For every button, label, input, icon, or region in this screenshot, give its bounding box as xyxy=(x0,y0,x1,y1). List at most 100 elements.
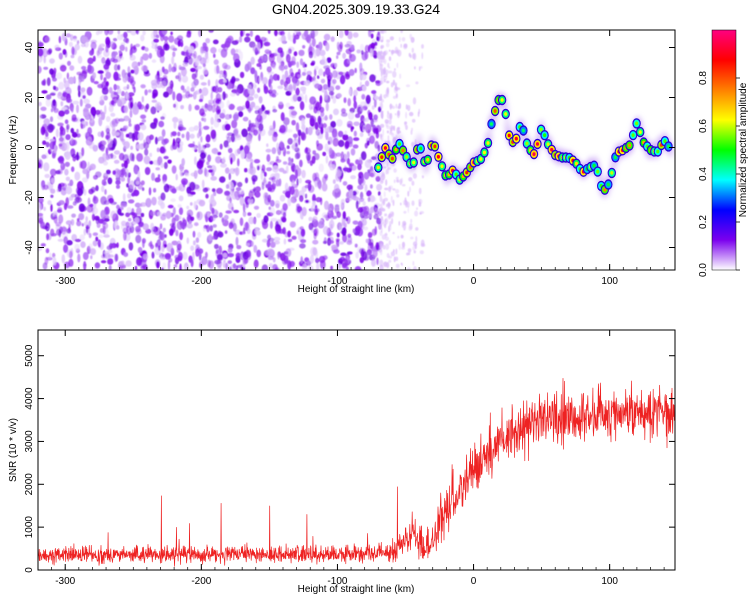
spectrogram-noise-cell xyxy=(121,163,125,168)
spectrogram-noise-cell xyxy=(258,96,263,104)
spectrogram-noise-cell xyxy=(90,186,96,193)
spectrogram-noise-cell xyxy=(72,37,78,42)
spectrogram-noise-cell xyxy=(88,232,92,239)
spectrogram-noise-fringe-cell xyxy=(403,222,407,226)
spectrogram-noise-cell xyxy=(218,212,223,218)
spectrogram-noise-cell xyxy=(332,179,336,184)
spectrogram-noise-fringe-cell xyxy=(392,199,395,206)
spectrogram-noise-cell xyxy=(253,105,260,110)
spectrogram-noise-cell xyxy=(63,244,69,253)
spectrogram-noise-fringe-cell xyxy=(408,52,411,57)
spectrogram-noise-fringe-cell xyxy=(421,175,424,179)
spectrogram-noise-cell xyxy=(38,159,41,165)
spectrogram-signal-blob-core xyxy=(663,139,667,144)
spectrogram-noise-cell xyxy=(221,74,225,78)
spectrogram-noise-cell xyxy=(154,136,158,145)
spectrogram-noise-cell xyxy=(222,42,229,52)
spectrogram-noise-cell xyxy=(289,221,296,228)
spectrogram-noise-cell xyxy=(58,52,63,60)
spectrogram-noise-cell xyxy=(99,109,103,115)
spectrogram-noise-cell xyxy=(279,194,286,202)
spectrogram-noise-fringe-cell xyxy=(384,187,389,191)
spectrogram-noise-cell xyxy=(287,138,294,145)
spectrogram-noise-cell xyxy=(65,141,70,151)
spectrogram-noise-cell xyxy=(239,71,245,79)
spectrogram-noise-cell xyxy=(78,79,81,86)
spectrogram-noise-cell xyxy=(189,133,195,139)
spectrogram-noise-fringe-cell xyxy=(410,36,415,43)
spectrogram-noise-cell xyxy=(179,42,184,47)
spectrogram-noise-cell xyxy=(90,106,96,115)
spectrogram-noise-cell xyxy=(305,179,312,184)
spectrogram-noise-cell xyxy=(144,167,151,175)
spectrogram-noise-cell xyxy=(278,178,282,187)
spectrogram-noise-cell xyxy=(301,263,308,270)
spectrogram-signal-blob-core xyxy=(525,141,529,146)
spectrogram-noise-fringe-cell xyxy=(392,188,396,191)
spectrogram-noise-cell xyxy=(66,123,70,130)
spectrogram-noise-cell xyxy=(180,127,187,131)
spectrogram-noise-cell xyxy=(312,193,316,203)
spectrogram-noise-cell xyxy=(226,99,231,108)
spectrogram-noise-cell xyxy=(345,266,349,270)
spectrogram-noise-cell xyxy=(367,196,371,202)
spectrogram-noise-fringe-cell xyxy=(418,66,421,71)
spectrogram-noise-cell xyxy=(224,123,231,131)
spectrogram-noise-cell xyxy=(250,101,256,108)
colorbar-gradient xyxy=(711,29,737,271)
spectrogram-noise-cell xyxy=(97,70,104,74)
spectrogram-noise-cell xyxy=(228,222,234,229)
spectrogram-noise-cell xyxy=(267,248,274,257)
spectrogram-noise-cell xyxy=(369,135,375,144)
spectrogram-noise-cell xyxy=(170,198,176,203)
spectrogram-noise-cell xyxy=(160,162,164,168)
spectrogram-noise-cell xyxy=(266,154,271,163)
spectrogram-noise-cell xyxy=(56,209,63,213)
spectrogram-noise-cell xyxy=(79,161,83,169)
spectrogram-noise-cell xyxy=(190,259,194,268)
spectrogram-signal-blob-core xyxy=(489,122,494,126)
spectrogram-noise-cell xyxy=(370,184,373,189)
spectrogram-noise-cell xyxy=(81,223,85,227)
spectrogram-noise-fringe-cell xyxy=(387,135,390,141)
spectrogram-noise-cell xyxy=(358,159,363,165)
spectrogram-noise-cell xyxy=(250,158,254,164)
spectrogram-noise-cell xyxy=(371,259,376,267)
spectrogram-noise-fringe-cell xyxy=(394,113,397,116)
spectrogram-noise-cell xyxy=(261,264,269,270)
snr-xtick-label: 100 xyxy=(601,576,618,587)
spectrogram-noise-cell xyxy=(95,216,100,225)
spectrogram-noise-cell xyxy=(140,212,145,218)
spectrogram-noise-cell xyxy=(234,149,240,157)
spectrogram-signal-blob-core xyxy=(500,98,504,102)
spectrogram-noise-fringe-cell xyxy=(391,105,396,109)
spectrogram-noise-cell xyxy=(362,201,366,206)
spectrogram-noise-cell xyxy=(278,167,285,173)
spectrogram-noise-cell xyxy=(336,239,340,248)
spectrogram-noise-cell xyxy=(347,236,353,243)
spectrogram-noise-cell xyxy=(97,234,104,239)
spectrogram-noise-fringe-cell xyxy=(395,256,399,261)
spectrogram-noise-cell xyxy=(83,228,87,236)
spectrogram-noise-cell xyxy=(177,204,182,208)
spectrogram-noise-cell xyxy=(107,177,113,185)
spectrogram-noise-cell xyxy=(208,260,214,269)
spectrogram-noise-cell xyxy=(296,178,299,186)
spectrogram-noise-cell xyxy=(316,262,320,270)
spectrogram-noise-fringe-cell xyxy=(390,82,394,88)
spectrogram-ytick-label: 0 xyxy=(24,144,35,150)
spectrogram-noise-fringe-cell xyxy=(394,82,398,87)
spectrogram-noise-cell xyxy=(322,84,329,90)
spectrogram-noise-fringe-cell xyxy=(411,200,415,206)
spectrogram-noise-fringe-cell xyxy=(395,176,399,180)
spectrogram-noise-cell xyxy=(87,197,91,207)
spectrogram-noise-cell xyxy=(368,238,374,246)
spectrogram-noise-cell xyxy=(100,130,104,138)
spectrogram-noise-cell xyxy=(113,71,119,81)
spectrogram-noise-cell xyxy=(357,163,362,171)
spectrogram-noise-cell xyxy=(186,223,193,229)
spectrogram-noise-cell xyxy=(148,89,152,93)
spectrogram-noise-cell xyxy=(128,221,133,228)
spectrogram-noise-cell xyxy=(323,173,328,179)
spectrogram-noise-cell xyxy=(245,33,250,37)
